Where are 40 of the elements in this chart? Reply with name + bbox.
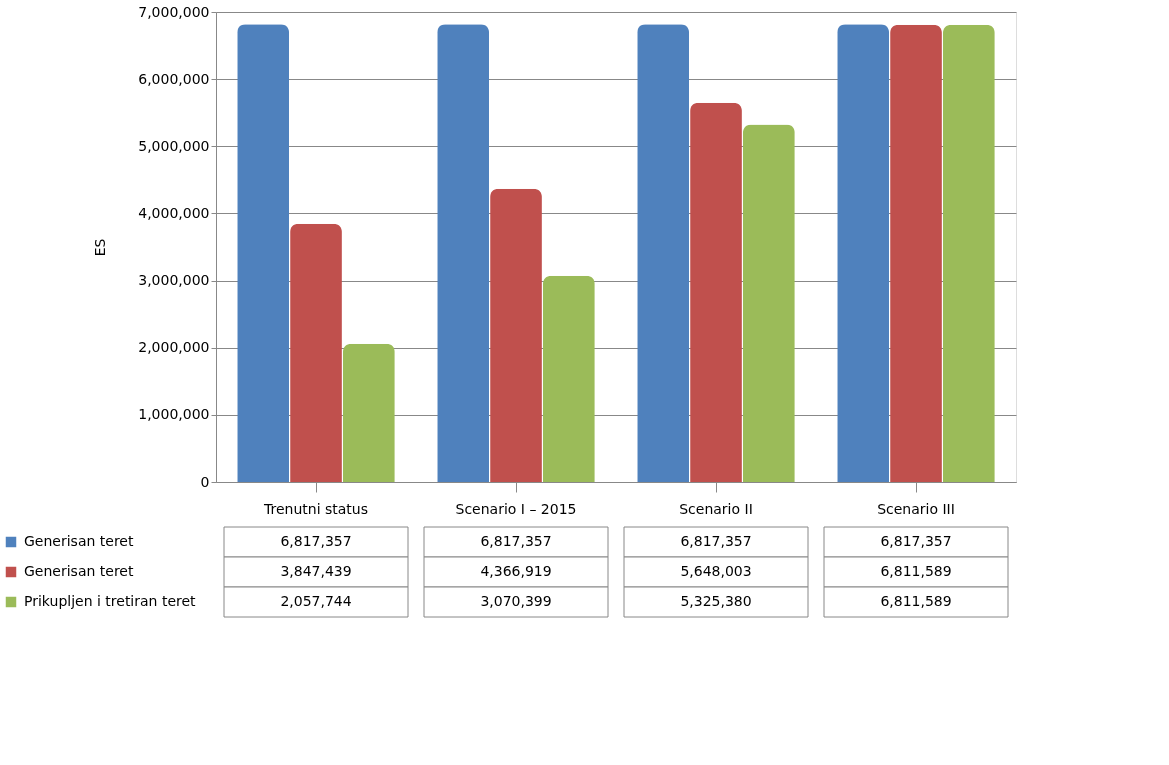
data-label: 6,817,357 [680, 533, 752, 549]
data-label: 6,817,357 [880, 533, 952, 549]
legend-label: Generisan teret [24, 533, 134, 549]
bar [237, 24, 290, 482]
y-tick-label: 0 [200, 473, 210, 490]
y-tick-label: 3,000,000 [138, 272, 210, 289]
bar [342, 343, 395, 482]
y-tick-label: 5,000,000 [138, 137, 210, 154]
x-tick-label: Scenario I – 2015 [455, 500, 577, 517]
y-tick-label: 4,000,000 [138, 204, 210, 221]
data-label: 2,057,744 [280, 593, 352, 609]
x-tick-label: Trenutni status [262, 500, 369, 517]
data-label: 3,070,399 [480, 593, 552, 609]
bar [742, 124, 795, 482]
bar [290, 223, 342, 482]
data-label: 6,817,357 [480, 533, 552, 549]
bar [690, 102, 742, 482]
bar [890, 24, 942, 482]
x-tick-label: Scenario II [679, 500, 753, 517]
data-label: 6,817,357 [280, 533, 352, 549]
legend-label: Generisan teret [24, 563, 134, 579]
data-label: 3,847,439 [280, 563, 352, 579]
x-tick-label: Scenario III [877, 500, 955, 517]
bar [942, 24, 995, 482]
bar [490, 188, 542, 482]
y-axis-title: ES [92, 238, 109, 257]
y-tick-label: 6,000,000 [138, 70, 210, 87]
bar [637, 24, 690, 482]
data-label: 6,811,589 [880, 593, 952, 609]
y-tick-label: 2,000,000 [138, 339, 210, 356]
bar [837, 24, 890, 482]
data-label: 6,811,589 [880, 563, 952, 579]
data-label: 4,366,919 [480, 563, 552, 579]
legend-label: Prikupljen i tretiran teret [24, 593, 197, 609]
bar [437, 24, 490, 482]
y-tick-label: 7,000,000 [138, 3, 210, 20]
data-label: 5,325,380 [680, 593, 752, 609]
y-tick-label: 1,000,000 [138, 406, 210, 423]
bar [542, 275, 595, 482]
data-label: 5,648,003 [680, 563, 752, 579]
